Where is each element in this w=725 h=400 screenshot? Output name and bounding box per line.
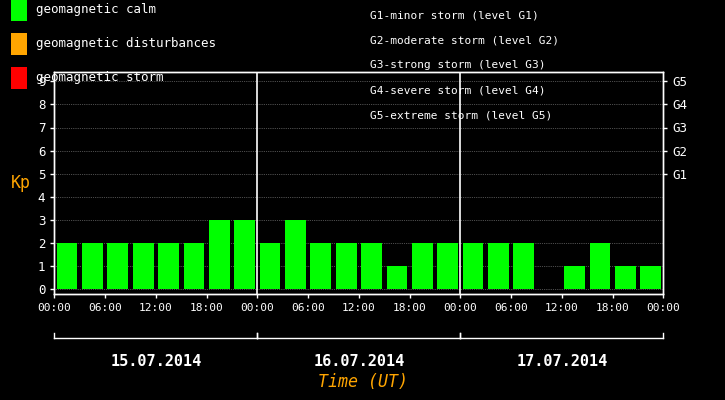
Bar	[386, 266, 407, 289]
Text: G5-extreme storm (level G5): G5-extreme storm (level G5)	[370, 111, 552, 121]
Bar	[513, 243, 534, 289]
Text: 17.07.2014: 17.07.2014	[516, 354, 608, 370]
Text: geomagnetic calm: geomagnetic calm	[36, 4, 156, 16]
Bar	[589, 243, 610, 289]
Bar	[564, 266, 585, 289]
Text: G4-severe storm (level G4): G4-severe storm (level G4)	[370, 86, 545, 96]
Bar	[437, 243, 458, 289]
Bar	[260, 243, 281, 289]
Text: Time (UT): Time (UT)	[318, 373, 407, 391]
Bar	[158, 243, 179, 289]
Bar	[57, 243, 78, 289]
Bar	[640, 266, 661, 289]
Text: geomagnetic disturbances: geomagnetic disturbances	[36, 38, 215, 50]
Bar	[361, 243, 382, 289]
Bar	[412, 243, 433, 289]
Bar	[107, 243, 128, 289]
Text: 16.07.2014: 16.07.2014	[313, 354, 405, 370]
Bar	[336, 243, 357, 289]
Text: 15.07.2014: 15.07.2014	[110, 354, 202, 370]
Bar	[310, 243, 331, 289]
Bar	[615, 266, 636, 289]
Bar	[133, 243, 154, 289]
Text: G1-minor storm (level G1): G1-minor storm (level G1)	[370, 10, 539, 20]
Bar	[209, 220, 230, 289]
Text: G3-strong storm (level G3): G3-strong storm (level G3)	[370, 60, 545, 70]
Bar	[488, 243, 509, 289]
Text: G2-moderate storm (level G2): G2-moderate storm (level G2)	[370, 35, 559, 45]
Bar	[463, 243, 484, 289]
Bar	[183, 243, 204, 289]
Text: geomagnetic storm: geomagnetic storm	[36, 72, 163, 84]
Bar	[234, 220, 255, 289]
Bar	[82, 243, 103, 289]
Text: Kp: Kp	[11, 174, 31, 192]
Bar	[285, 220, 306, 289]
